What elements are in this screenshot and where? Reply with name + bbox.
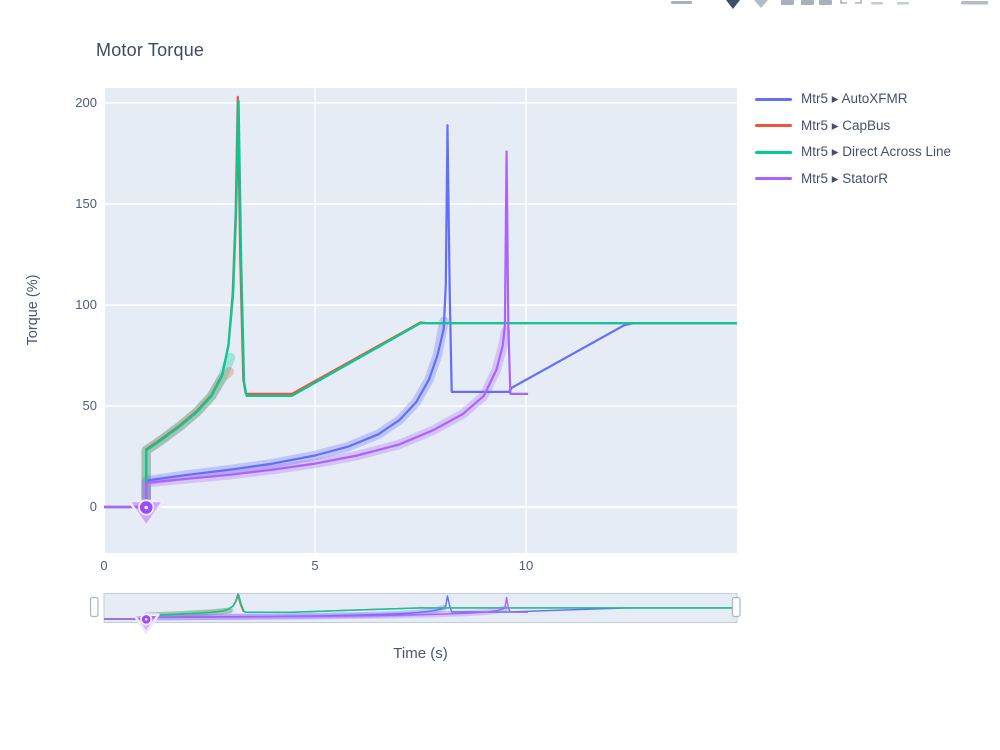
reset-axes-icon[interactable] bbox=[897, 2, 909, 5]
modebar bbox=[655, 0, 1000, 13]
zoom-out-icon[interactable] bbox=[840, 0, 862, 4]
legend-line-swatch bbox=[755, 124, 792, 128]
trace-line bbox=[104, 99, 737, 509]
legend-item-statorr[interactable]: Mtr5 ▸ StatorR bbox=[755, 166, 951, 193]
legend-line-swatch bbox=[755, 177, 792, 181]
trace-line bbox=[104, 150, 529, 509]
y-tick-label: 150 bbox=[75, 196, 97, 211]
plot-background bbox=[104, 88, 737, 553]
legend-item-direct-across-line[interactable]: Mtr5 ▸ Direct Across Line bbox=[755, 139, 951, 166]
legend-item-autoxfmr[interactable]: Mtr5 ▸ AutoXFMR bbox=[755, 86, 951, 113]
lasso-select-icon[interactable] bbox=[801, 0, 814, 5]
x-tick-label: 0 bbox=[100, 558, 108, 573]
x-tick-label: 10 bbox=[518, 558, 534, 573]
rangeslider-left-handle[interactable] bbox=[89, 596, 99, 618]
y-tick-label: 0 bbox=[89, 499, 97, 514]
y-axis-title: Torque (%) bbox=[25, 274, 41, 346]
trace-lines bbox=[104, 95, 737, 509]
rangeslider-right-handle[interactable] bbox=[731, 596, 741, 618]
y-tick-label: 200 bbox=[75, 95, 97, 110]
legend-label: Mtr5 ▸ CapBus bbox=[801, 117, 891, 133]
pan-icon[interactable] bbox=[754, 0, 768, 8]
legend-line-swatch bbox=[755, 97, 792, 101]
x-axis-title: Time (s) bbox=[393, 645, 448, 662]
legend-label: Mtr5 ▸ Direct Across Line bbox=[801, 144, 952, 160]
autoscale-icon[interactable] bbox=[871, 2, 883, 5]
legend-label: Mtr5 ▸ AutoXFMR bbox=[801, 91, 908, 107]
rangeslider-start-marker bbox=[132, 613, 160, 634]
legend: Mtr5 ▸ AutoXFMR Mtr5 ▸ CapBus Mtr5 ▸ Dir… bbox=[755, 86, 951, 192]
gridlines bbox=[102, 88, 737, 553]
y-tick-label: 50 bbox=[82, 398, 97, 413]
rangeslider-trace-line bbox=[104, 596, 529, 620]
plotly-logo-icon[interactable] bbox=[961, 1, 988, 5]
legend-label: Mtr5 ▸ StatorR bbox=[801, 170, 889, 186]
zoom-in-icon[interactable] bbox=[819, 0, 832, 5]
camera-icon[interactable] bbox=[671, 1, 692, 4]
y-tick-label: 100 bbox=[75, 297, 97, 312]
zoom-icon[interactable] bbox=[726, 0, 740, 9]
start-marker bbox=[127, 499, 165, 528]
x-tick-label: 5 bbox=[311, 558, 319, 573]
page-title: Motor Torque bbox=[96, 40, 205, 60]
box-select-icon[interactable] bbox=[781, 0, 794, 5]
legend-item-capbus[interactable]: Mtr5 ▸ CapBus bbox=[755, 113, 951, 140]
legend-line-swatch bbox=[755, 150, 792, 154]
